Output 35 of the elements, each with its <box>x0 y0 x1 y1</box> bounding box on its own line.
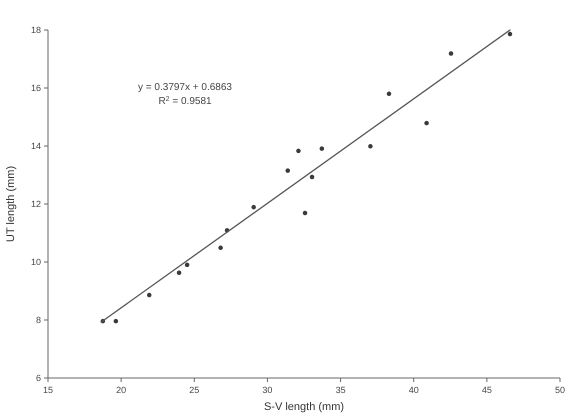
x-tick-label: 50 <box>554 385 566 395</box>
point <box>146 292 152 298</box>
x-tick-label: 45 <box>482 385 492 395</box>
x-tick-label: 30 <box>262 385 272 395</box>
x-tick-label: 25 <box>189 385 200 395</box>
point <box>508 32 512 36</box>
point <box>286 168 290 173</box>
point <box>218 246 223 250</box>
x-tick-label: 35 <box>336 385 346 395</box>
x-axis-title: S-V length (mm) <box>264 401 344 413</box>
y-tick-label: 16 <box>30 83 41 93</box>
point <box>176 270 182 275</box>
y-tick-label: 14 <box>30 141 41 151</box>
y-tick-label: 6 <box>36 373 41 383</box>
y-tick-label: 18 <box>30 25 41 35</box>
point <box>296 148 301 154</box>
x-tick-label: 15 <box>42 385 54 395</box>
point <box>114 318 118 324</box>
x-tick-label: 20 <box>116 385 126 395</box>
point <box>368 144 373 149</box>
x-tick-label: 40 <box>408 385 419 395</box>
point <box>251 204 256 210</box>
y-axis-title: UT length (mm) <box>5 166 17 242</box>
point <box>386 92 392 96</box>
annotation: y = 0.3797x + 0.6863 <box>138 82 232 93</box>
annotation: R$^{2}$ = 0.9581 <box>158 96 212 107</box>
point <box>310 174 314 180</box>
y-tick-label: 8 <box>36 315 41 325</box>
point <box>302 210 308 216</box>
point <box>448 51 454 56</box>
point <box>184 262 190 268</box>
y-tick-label: 12 <box>30 199 41 209</box>
point <box>424 120 429 126</box>
y-tick-label: 10 <box>30 257 41 267</box>
point <box>320 146 324 151</box>
